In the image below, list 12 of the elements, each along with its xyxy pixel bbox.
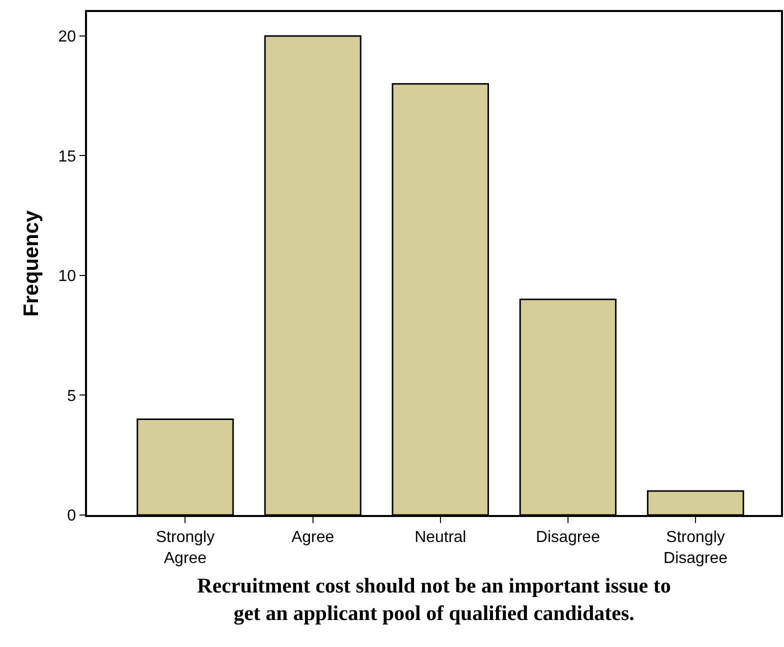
y-tick-label: 5 [67, 388, 76, 405]
y-tick-label: 10 [58, 268, 76, 286]
y-tick-label: 0 [67, 508, 76, 525]
x-tick-label: Strongly Agree [156, 528, 215, 567]
x-tick-label: Agree [291, 528, 334, 546]
x-tick-label: Neutral [414, 528, 466, 546]
y-tick-label: 15 [58, 148, 76, 166]
x-axis-title: Recruitment cost should not be an important issue to get an applicant pool of qualified candidates. [197, 573, 671, 625]
x-tick-label: Strongly Disagree [664, 528, 728, 567]
x-tick-label: Disagree [536, 528, 600, 546]
y-tick-label: 20 [58, 28, 76, 46]
y-axis-title: Frequency [20, 210, 43, 317]
